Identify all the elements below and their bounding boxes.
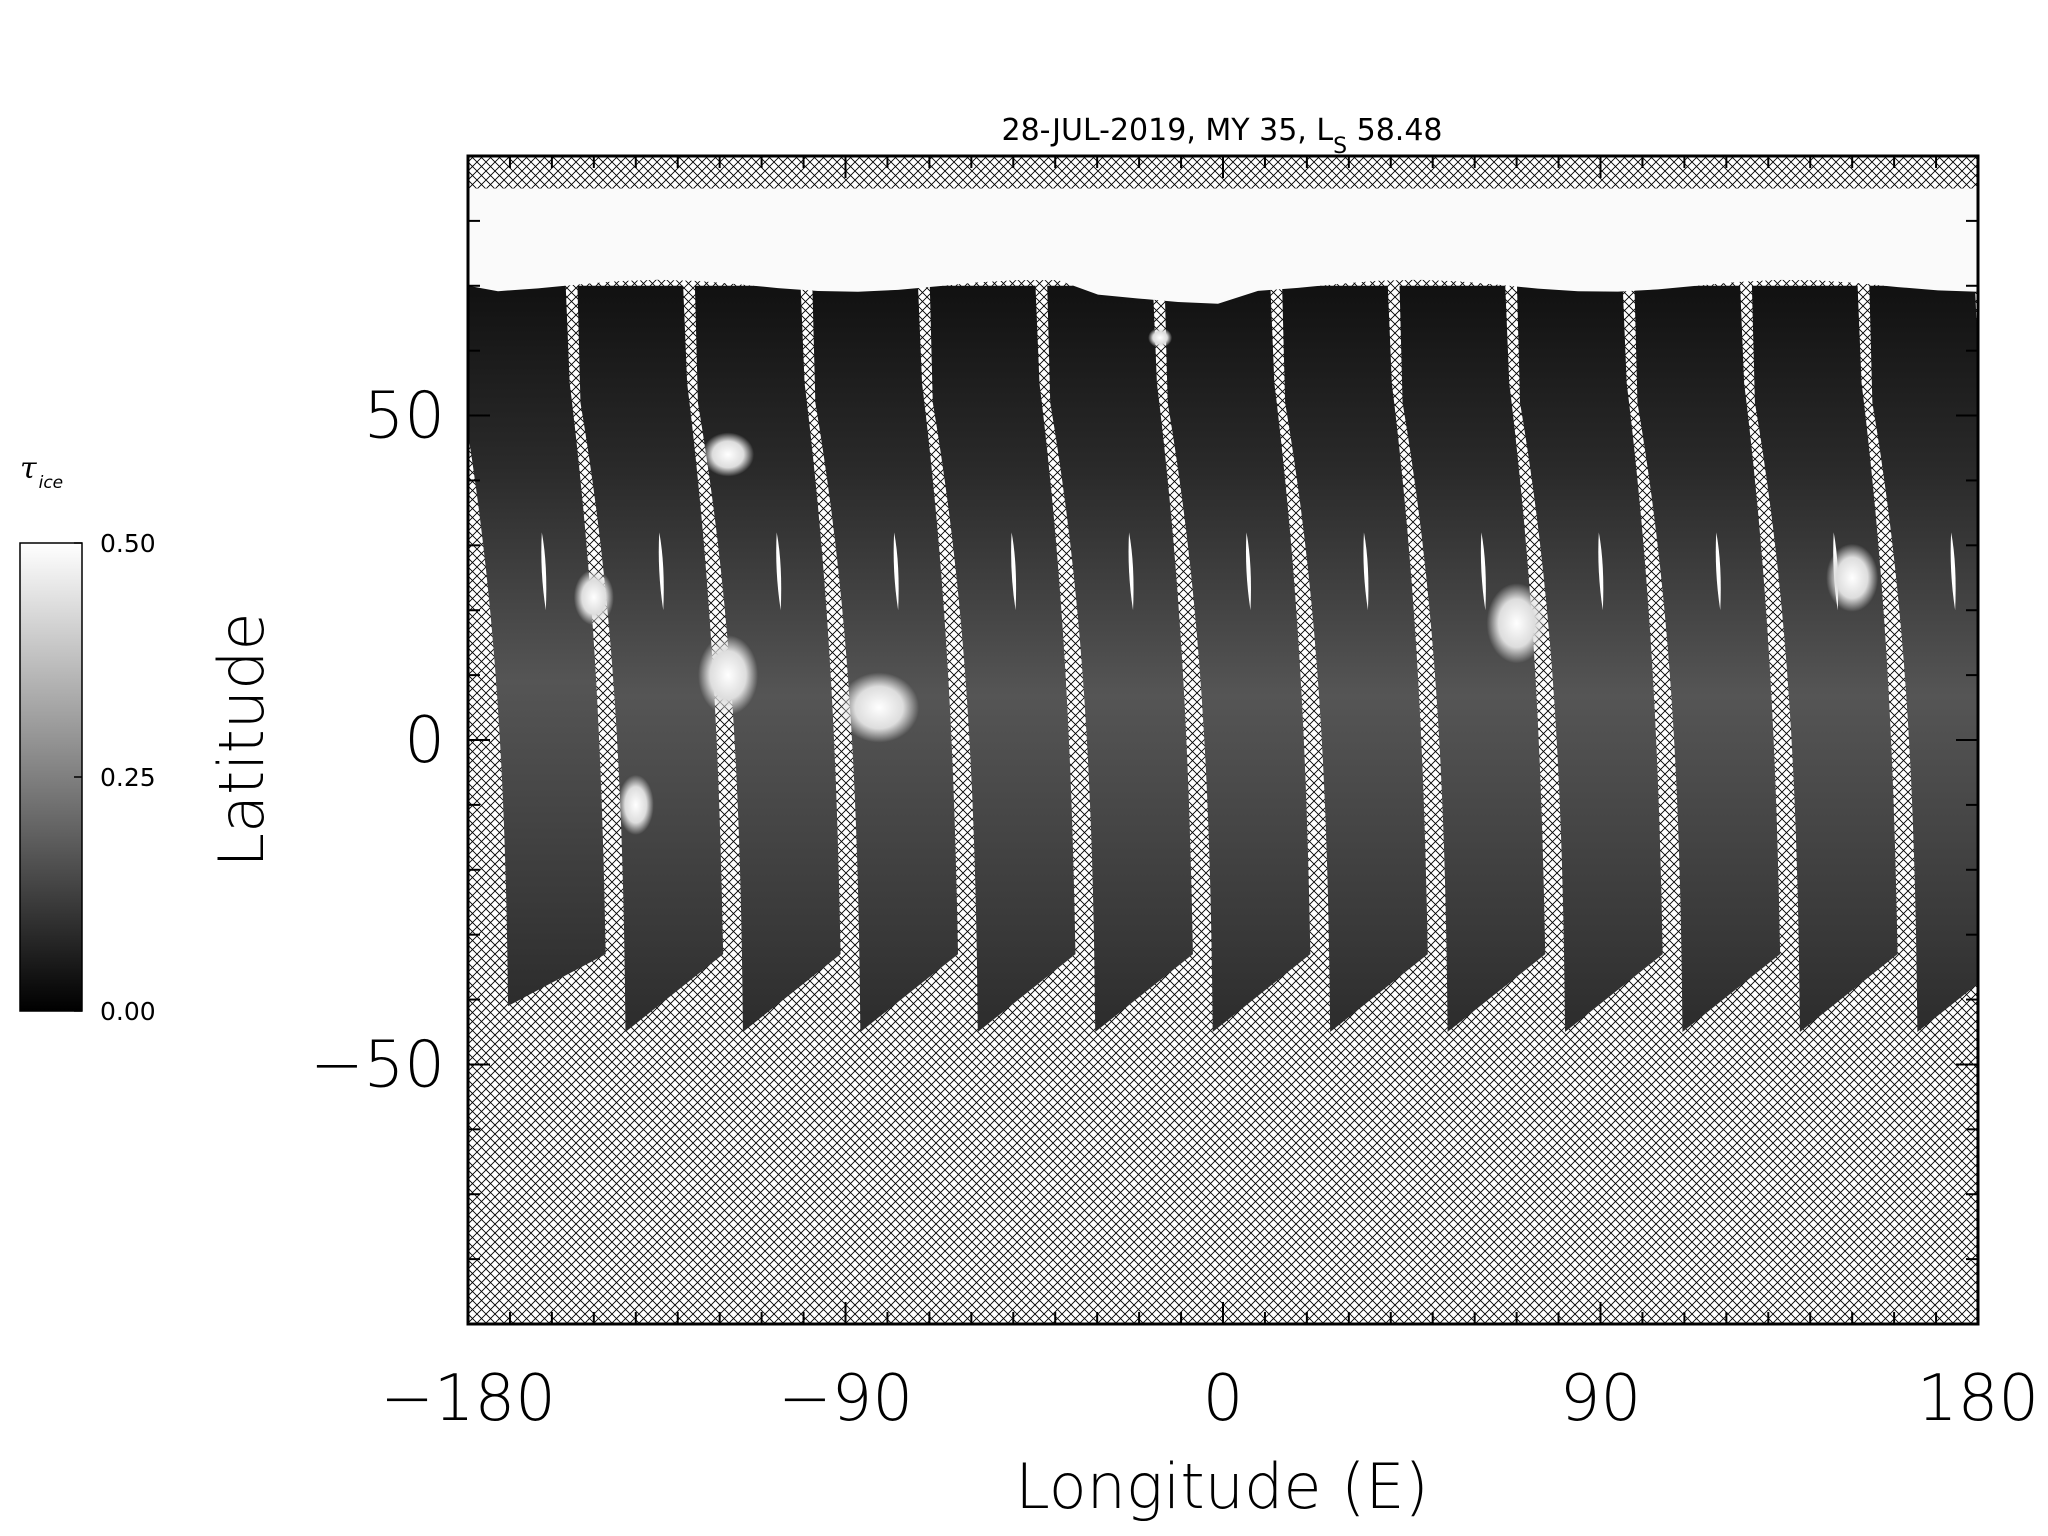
swath-gap-1 — [541, 532, 547, 611]
colorbar-tick-label: 0.00 — [100, 997, 156, 1026]
swath-6 — [1047, 285, 1193, 1032]
x-axis-title: Longitude (E) — [1015, 1450, 1428, 1523]
colorbar: τ ice 0.50 0.25 0.00 — [19, 451, 156, 1026]
x-tick-label: 0 — [1203, 1362, 1244, 1436]
swath-1 — [468, 285, 606, 1007]
colorbar-title: τ ice — [20, 451, 63, 493]
swath-5 — [929, 285, 1076, 1032]
swath-gap-7 — [1245, 532, 1251, 611]
colorbar-tick-label: 0.50 — [100, 529, 156, 558]
swath-gap-5 — [1011, 532, 1017, 611]
colorbar-gradient — [19, 542, 83, 1012]
y-axis-ticks: 50 0 −50 — [310, 155, 1978, 1325]
swath-gap-11 — [1715, 532, 1721, 611]
observation-swaths — [468, 285, 1978, 1032]
y-tick-label: 0 — [404, 704, 445, 778]
ice-cloud-6 — [1148, 327, 1173, 348]
swath-12 — [1751, 285, 1898, 1032]
x-tick-label: 90 — [1560, 1362, 1641, 1436]
swath-gap-4 — [893, 532, 899, 611]
north-polar-cap — [468, 188, 1978, 304]
swath-gap-8 — [1363, 532, 1369, 611]
x-tick-label: 180 — [1917, 1362, 2039, 1436]
ice-cloud-1 — [573, 569, 614, 626]
x-axis-ticks: −180 −90 0 90 180 — [380, 156, 2039, 1436]
ice-cloud-5 — [839, 672, 920, 743]
ice-cloud-4 — [698, 635, 759, 716]
swath-gap-6 — [1128, 532, 1134, 611]
swath-9 — [1399, 285, 1546, 1032]
swath-8 — [1282, 285, 1428, 1032]
plot-area — [468, 156, 1978, 1324]
colorbar-ticks: 0.50 0.25 0.00 — [74, 529, 156, 1026]
swath-13 — [1869, 285, 1978, 1032]
swath-2 — [577, 285, 724, 1032]
swath-gap-9 — [1480, 532, 1486, 611]
ice-cloud-7 — [1826, 543, 1879, 612]
swath-10 — [1517, 285, 1663, 1032]
swath-11 — [1634, 285, 1781, 1032]
swath-gap-2 — [658, 532, 664, 611]
ice-cloud-3 — [702, 432, 755, 477]
x-tick-label: −180 — [380, 1362, 556, 1436]
swath-gap-3 — [776, 532, 782, 611]
colorbar-tick-label: 0.25 — [100, 763, 156, 792]
ice-cloud-8 — [1486, 583, 1547, 664]
ice-cloud-features — [573, 327, 1879, 835]
y-tick-label: 50 — [364, 380, 445, 454]
swath-gap-13 — [1950, 532, 1956, 611]
swath-gap-10 — [1598, 532, 1604, 611]
ice-cloud-2 — [617, 774, 654, 835]
y-axis-title: Latitude — [205, 612, 278, 867]
map-title: 28-JUL-2019, MY 35, LS 58.48 — [1001, 113, 1442, 159]
y-tick-label: −50 — [310, 1028, 445, 1102]
x-tick-label: −90 — [778, 1362, 913, 1436]
swath-7 — [1164, 285, 1311, 1032]
swath-4 — [812, 285, 959, 1032]
